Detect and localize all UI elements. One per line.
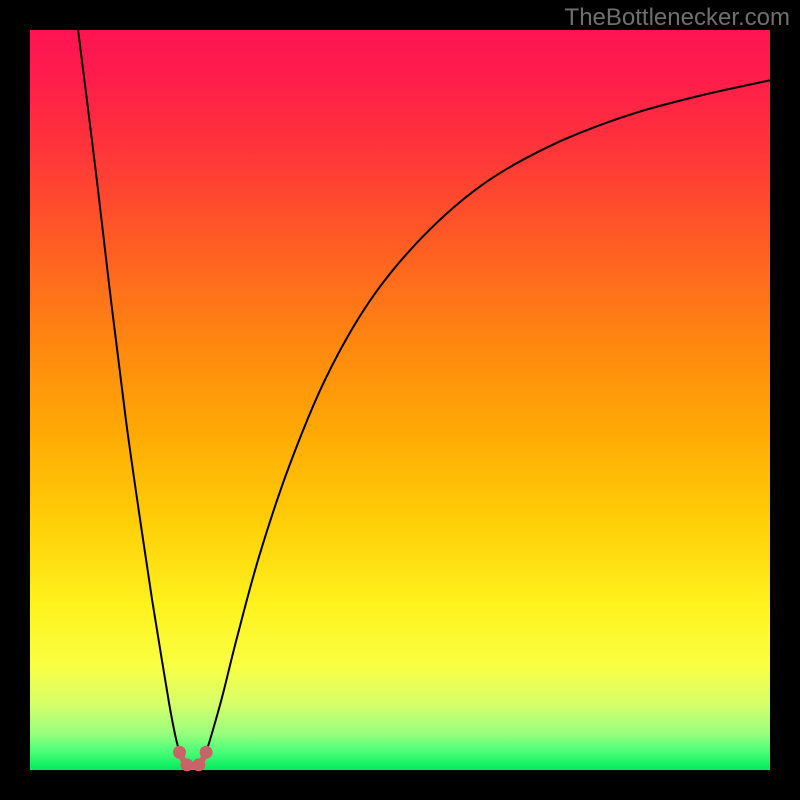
chart-svg — [0, 0, 800, 800]
dip-marker — [180, 758, 193, 771]
gradient-background — [30, 30, 770, 770]
dip-marker — [173, 746, 186, 759]
dip-marker — [200, 746, 213, 759]
bottleneck-chart: TheBottlenecker.com — [0, 0, 800, 800]
watermark-text: TheBottlenecker.com — [565, 4, 790, 32]
dip-marker — [192, 758, 205, 771]
